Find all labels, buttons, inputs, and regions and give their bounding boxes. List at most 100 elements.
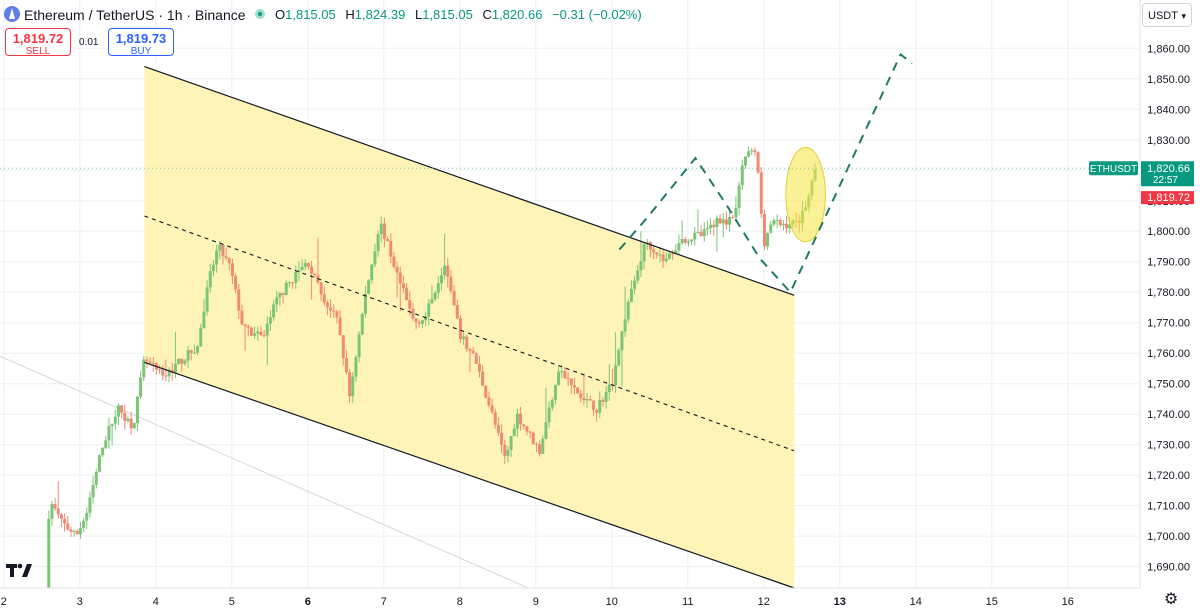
candle-body — [620, 331, 624, 351]
candle-body — [753, 150, 757, 153]
currency-select[interactable]: USDT ▾ — [1142, 3, 1192, 27]
candle-body — [721, 219, 725, 224]
candle-body — [702, 229, 706, 237]
countdown-label: 22:57 — [1153, 175, 1178, 186]
buy-button[interactable]: 1,819.73 BUY — [108, 28, 174, 57]
candle-body — [588, 399, 592, 401]
price-tick-label: 1,760.00 — [1147, 348, 1190, 360]
candle-body — [135, 396, 139, 424]
candle-body — [506, 449, 510, 456]
candle-body — [538, 444, 542, 454]
sell-button[interactable]: 1,819.72 SELL — [5, 28, 71, 57]
candle-body — [47, 518, 51, 588]
candle-body — [167, 369, 171, 377]
candle-body — [769, 224, 773, 233]
candle-body — [462, 336, 466, 340]
time-tick-label: 5 — [229, 596, 235, 608]
candle-body — [322, 294, 326, 303]
candle-body — [781, 223, 785, 226]
candle-body — [357, 334, 361, 358]
candle-body — [778, 220, 782, 226]
ohlc-open-value: 1,815.05 — [285, 7, 336, 22]
price-tick-label: 1,710.00 — [1147, 501, 1190, 513]
sell-label: SELL — [25, 46, 51, 57]
candle-body — [458, 318, 462, 340]
time-tick-label: 16 — [1062, 596, 1074, 608]
candle-body — [291, 282, 295, 284]
spread-value: 0.01 — [79, 37, 99, 48]
price-tick-label: 1,780.00 — [1147, 287, 1190, 299]
candle-body — [740, 165, 744, 186]
candle-body — [550, 399, 554, 408]
candle-body — [617, 350, 621, 366]
candle-body — [557, 371, 561, 385]
candle-body — [775, 220, 779, 222]
time-tick-label: 8 — [457, 596, 463, 608]
candle-body — [325, 302, 329, 308]
candle-body — [275, 297, 279, 305]
candle-body — [693, 232, 697, 240]
candle-body — [85, 512, 89, 521]
candle-body — [240, 310, 244, 325]
candle-body — [75, 530, 79, 535]
candle-body — [237, 289, 241, 311]
candle-body — [750, 150, 754, 152]
ethereum-icon — [4, 6, 20, 22]
candle-body — [626, 301, 630, 320]
time-tick-label: 4 — [153, 596, 159, 608]
candle-body — [401, 283, 405, 289]
candle-body — [696, 232, 700, 234]
candle-body — [272, 304, 276, 318]
candle-body — [411, 308, 415, 319]
price-tick-label: 1,730.00 — [1147, 440, 1190, 452]
candle-body — [208, 271, 212, 288]
candle-body — [110, 423, 114, 426]
candle-body — [215, 250, 219, 265]
settings-gear-icon[interactable]: ⚙ — [1163, 591, 1179, 608]
time-tick-label: 14 — [910, 596, 922, 608]
ohlc-legend: O1,815.05 H1,824.39 L1,815.05 C1,820.66 … — [275, 7, 648, 22]
candle-body — [743, 156, 747, 166]
price-axis-bg — [1140, 0, 1200, 613]
candle-body — [101, 447, 105, 456]
ohlc-close-value: 1,820.66 — [491, 7, 543, 22]
ohlc-high-key: H — [345, 7, 355, 22]
candle-body — [398, 272, 402, 284]
candle-body — [715, 218, 719, 228]
candle-body — [674, 250, 678, 254]
candle-body — [439, 275, 443, 284]
candle-body — [579, 393, 583, 399]
last-price-box — [1141, 161, 1194, 187]
candle-body — [199, 327, 203, 347]
candle-body — [319, 282, 323, 295]
candle-body — [443, 265, 447, 276]
candle-body — [196, 346, 200, 353]
candle-body — [151, 362, 155, 364]
candle-body — [180, 358, 184, 364]
candle-body — [614, 365, 618, 386]
ohlc-close-key: C — [482, 7, 492, 22]
candle-body — [604, 391, 608, 402]
candle-body — [360, 313, 364, 335]
tradingview-logo-icon[interactable] — [6, 562, 34, 578]
ohlc-change-value: −0.31 (−0.02%) — [552, 7, 642, 22]
candle-body — [585, 399, 589, 401]
candle-body — [161, 369, 165, 376]
candle-body — [294, 271, 298, 283]
candle-body — [677, 243, 681, 251]
price-tick-label: 1,830.00 — [1147, 135, 1190, 147]
channel-fill — [144, 66, 795, 589]
candle-body — [338, 317, 342, 336]
candle-body — [699, 232, 703, 237]
candle-body — [515, 413, 519, 429]
candle-body — [72, 530, 76, 532]
candle-body — [509, 436, 513, 450]
time-tick-label: 12 — [758, 596, 770, 608]
time-axis[interactable]: 2 3 4 5 6 7 8 9 10 11 12 13 14 15 16 — [0, 587, 1200, 613]
candle-body — [683, 239, 687, 243]
symbol-title[interactable]: Ethereum / TetherUS · 1h · Binance — [24, 7, 246, 23]
candle-body — [341, 335, 345, 359]
candle-body — [66, 523, 70, 530]
price-axis[interactable]: 1,690.00 1,700.00 1,710.00 1,720.00 1,730.00… — [1089, 0, 1200, 613]
